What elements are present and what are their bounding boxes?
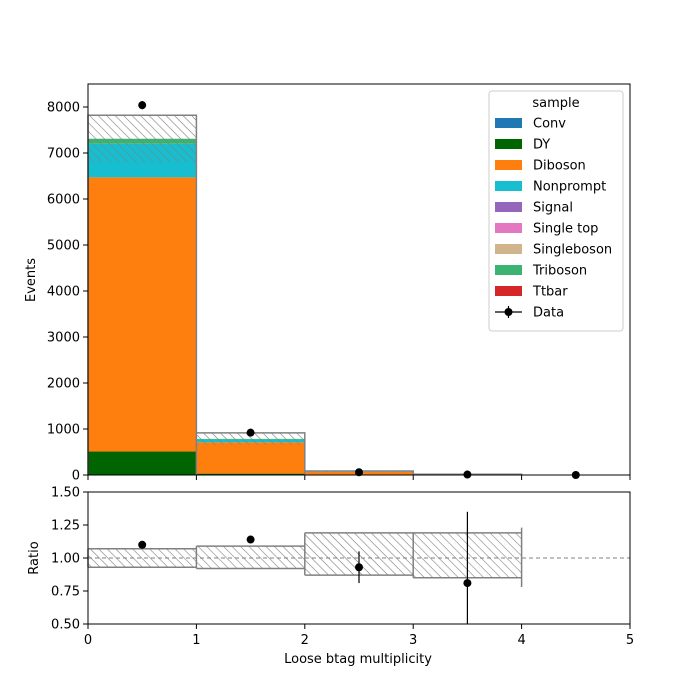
uncertainty-hatch	[196, 432, 305, 445]
x-tick-label: 1	[192, 633, 200, 648]
legend-marker-data	[504, 308, 513, 316]
ratio-y-tick-label: 0.50	[51, 618, 80, 633]
main-y-tick-label: 3000	[47, 331, 80, 346]
ratio-point	[463, 579, 472, 588]
legend-label-ttbar: Ttbar	[532, 285, 568, 300]
ratio-band-hatch	[196, 546, 305, 569]
main-y-tick-label: 2000	[47, 377, 80, 392]
legend-label-dy: DY	[533, 138, 550, 153]
ratio-y-tick-label: 1.50	[51, 486, 80, 501]
x-axis-label: Loose btag multiplicity	[284, 652, 432, 667]
legend-title: sample	[532, 96, 579, 111]
x-tick-label: 5	[626, 633, 634, 648]
ratio-y-axis-label: Ratio	[27, 541, 42, 574]
uncertainty-band	[88, 115, 522, 475]
main-x-ticks	[87, 475, 631, 480]
stack-bar-dy	[196, 473, 305, 475]
legend-swatch-diboson	[495, 160, 522, 170]
legend-label-diboson: Diboson	[533, 159, 586, 174]
main-y-ticks: 0 1000 2000 3000 4000 5000 6000 7000 8000	[47, 101, 88, 484]
stack-bar-diboson	[196, 442, 305, 474]
main-y-tick-label: 8000	[47, 101, 80, 116]
ratio-point	[355, 563, 363, 572]
main-y-tick-label: 7000	[47, 147, 80, 162]
ratio-band-hatch	[88, 548, 197, 568]
stack-bar-diboson	[88, 177, 197, 452]
main-y-tick-label: 4000	[47, 285, 80, 300]
main-y-tick-label: 0	[72, 469, 80, 484]
legend-label-signal: Signal	[533, 201, 573, 216]
main-frame	[87, 83, 631, 476]
x-tick-label: 0	[84, 633, 92, 648]
legend-swatch-triboson	[495, 265, 522, 275]
ratio-panel: 0.50 0.75 1.00 1.25 1.50 0 1 2 3 4 5 Ratio Loose …	[27, 486, 634, 668]
legend-entries: Conv DY Diboson Nonprompt Signal Single top Si…	[495, 117, 612, 321]
legend-swatch-ttbar	[495, 286, 522, 296]
legend-swatch-conv	[495, 118, 522, 128]
x-tick-label: 3	[409, 633, 417, 648]
data-point	[138, 101, 147, 110]
legend: sample Conv DY Diboson Nonprompt Signal Singl…	[488, 90, 624, 332]
legend-label-data: Data	[533, 306, 564, 321]
legend-box	[488, 90, 624, 332]
ratio-x-ticks: 0 1 2 3 4 5	[84, 624, 634, 648]
main-y-tick-label: 1000	[47, 423, 80, 438]
ratio-y-tick-label: 1.00	[51, 552, 80, 567]
stack-bar-dy	[88, 451, 197, 475]
main-y-tick-label: 6000	[47, 193, 80, 208]
uncertainty-hatch	[88, 115, 197, 163]
main-panel: 0 1000 2000 3000 4000 5000 6000 7000 8000 Events…	[24, 83, 631, 484]
ratio-points	[138, 511, 472, 624]
legend-swatch-signal	[495, 202, 522, 212]
legend-label-conv: Conv	[533, 117, 566, 132]
ratio-point	[138, 540, 147, 549]
legend-label-triboson: Triboson	[532, 264, 587, 279]
x-tick-label: 4	[517, 633, 525, 648]
legend-swatch-dy	[495, 139, 522, 149]
legend-swatch-single-top	[495, 223, 522, 233]
legend-swatch-nonprompt	[495, 181, 522, 191]
data-point	[246, 428, 255, 437]
x-tick-label: 2	[301, 633, 309, 648]
legend-swatch-singleboson	[495, 244, 522, 254]
ratio-y-tick-label: 1.25	[51, 519, 80, 534]
data-point	[355, 468, 363, 477]
legend-label-singleboson: Singleboson	[533, 243, 612, 258]
main-y-tick-label: 5000	[47, 239, 80, 254]
legend-label-nonprompt: Nonprompt	[533, 180, 606, 195]
ratio-point	[246, 535, 255, 544]
ratio-y-ticks: 0.50 0.75 1.00 1.25 1.50	[51, 486, 88, 633]
ratio-y-tick-label: 0.75	[51, 585, 80, 600]
main-y-axis-label: Events	[24, 258, 39, 302]
legend-label-single-top: Single top	[533, 222, 598, 237]
